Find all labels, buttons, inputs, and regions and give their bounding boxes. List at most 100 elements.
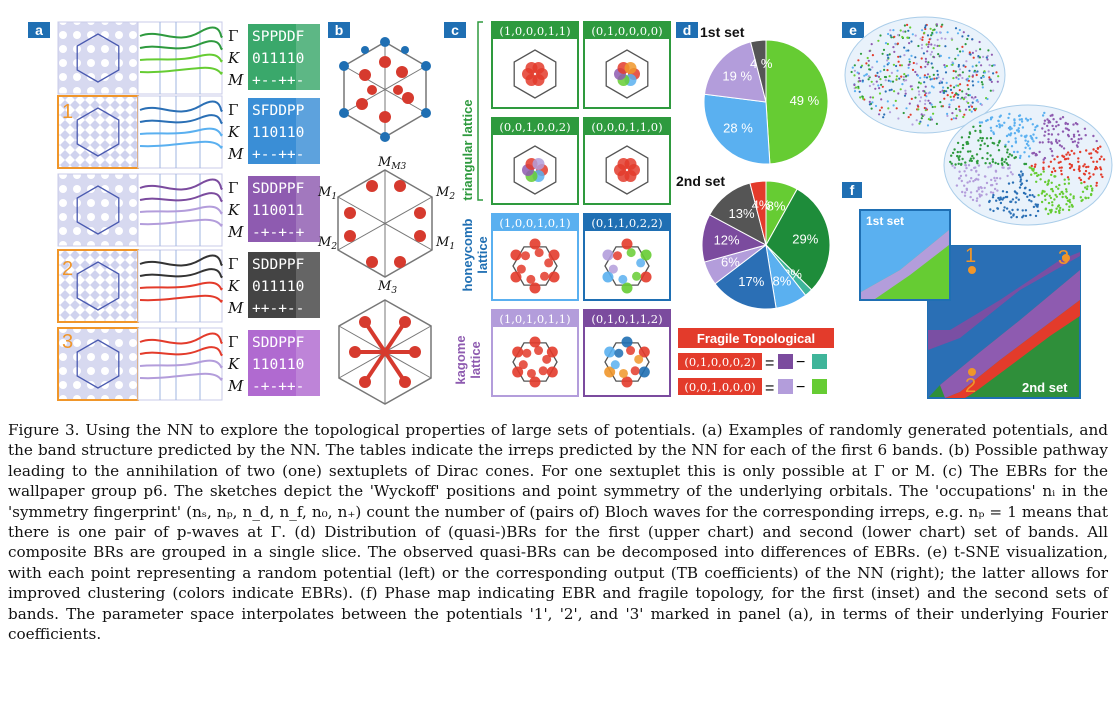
tsne-point	[1031, 138, 1034, 141]
tsne-point	[1049, 196, 1053, 200]
tsne-point	[961, 90, 964, 93]
tsne-point	[1051, 190, 1055, 193]
tsne-point	[1023, 135, 1027, 138]
tsne-point	[1016, 208, 1019, 211]
tsne-point	[1019, 175, 1022, 179]
pie-slice-label: 4%	[752, 198, 771, 213]
tsne-point	[902, 75, 906, 79]
tsne-point	[979, 124, 982, 128]
tsne-point	[924, 24, 927, 27]
tsne-point	[948, 106, 951, 109]
pie-slice	[749, 39, 767, 103]
tsne-point	[868, 68, 871, 71]
tsne-point	[897, 117, 900, 120]
tsne-point	[918, 100, 922, 103]
panel-e-label: e	[849, 22, 857, 38]
tsne-point	[1077, 138, 1081, 141]
tsne-point	[927, 43, 930, 46]
tsne-point	[1090, 156, 1093, 159]
tsne-point	[879, 70, 882, 73]
tsne-point	[961, 96, 964, 99]
tsne-point	[875, 80, 878, 83]
tsne-point	[976, 162, 979, 165]
tsne-point	[988, 64, 991, 67]
tsne-point	[995, 124, 998, 128]
tsne-point	[870, 107, 873, 110]
tsne-point	[958, 108, 961, 111]
tsne-point	[1049, 160, 1053, 163]
tsne-point	[1055, 140, 1058, 143]
tsne-point	[972, 56, 975, 59]
tsne-point	[980, 103, 983, 106]
tsne-point	[886, 69, 889, 72]
tsne-point	[991, 141, 994, 145]
tsne-point	[907, 29, 910, 32]
tsne-point	[1047, 138, 1050, 141]
tsne-point	[1042, 161, 1045, 164]
potential-thumbnail	[57, 249, 139, 323]
tsne-point	[932, 47, 935, 50]
minus-2: −	[796, 379, 805, 396]
tsne-point	[1028, 166, 1031, 169]
ebr-cell: (0,0,1,0,0,2)	[491, 117, 579, 205]
tsne-point	[960, 136, 964, 139]
tsne-point	[963, 113, 966, 116]
tsne-point	[1058, 211, 1061, 215]
tsne-point	[1006, 174, 1009, 178]
tsne-point	[1055, 195, 1059, 198]
tsne-point	[1009, 132, 1013, 135]
tsne-point	[930, 43, 933, 46]
tsne-point	[1033, 165, 1037, 168]
tsne-point	[895, 75, 899, 78]
tsne-point	[917, 86, 920, 89]
ebr-label: (0,0,0,1,1,0)	[591, 120, 662, 134]
tsne-point	[954, 163, 957, 166]
tsne-point	[1032, 140, 1035, 143]
pie-slice-label: 29%	[792, 231, 818, 246]
tsne-point	[1060, 169, 1063, 172]
tsne-point	[911, 33, 914, 36]
tsne-point	[1077, 157, 1080, 160]
tsne-point	[911, 68, 915, 71]
tsne-point	[985, 181, 989, 185]
panel-f-label: f	[850, 182, 855, 198]
tsne-point	[918, 122, 921, 125]
tsne-point	[960, 179, 963, 183]
tsne-point	[1084, 134, 1087, 137]
tsne-point	[870, 80, 873, 83]
tsne-point	[1007, 182, 1011, 185]
potential-thumbnail	[57, 95, 139, 169]
tsne-point	[1060, 166, 1063, 169]
tsne-point	[893, 50, 896, 54]
tsne-point	[868, 49, 871, 53]
tsne-point	[958, 28, 961, 32]
tsne-point	[1055, 207, 1058, 210]
tsne-point	[1030, 167, 1033, 170]
tsne-point	[1031, 152, 1035, 155]
tsne-point	[1068, 198, 1071, 202]
tsne-point	[1100, 155, 1103, 158]
tsne-point	[964, 174, 968, 177]
tsne-point	[989, 165, 992, 168]
irrep-row: 011110	[252, 279, 304, 295]
tsne-point	[968, 108, 971, 112]
irrep-row: -+-++-	[252, 379, 304, 395]
tsne-point	[1030, 164, 1034, 168]
pie-slice	[765, 188, 831, 291]
tsne-point	[991, 196, 995, 199]
tsne-point	[1030, 200, 1033, 203]
irrep-row: 110110	[252, 357, 304, 373]
tsne-point	[972, 157, 975, 160]
tsne-point	[1025, 142, 1029, 146]
tsne-point	[1092, 160, 1095, 163]
tsne-point	[1064, 157, 1068, 161]
tsne-point	[930, 34, 933, 37]
tsne-point	[1047, 212, 1050, 216]
tsne-point	[896, 42, 900, 45]
tsne-point	[886, 42, 890, 46]
phase-map-2nd-set: 2 3 2nd set	[927, 245, 1081, 399]
tsne-point	[1065, 188, 1068, 191]
ebr-cell: (0,1,1,0,2,2)	[583, 213, 671, 301]
tsne-point	[1070, 149, 1073, 153]
tsne-point	[942, 77, 945, 80]
